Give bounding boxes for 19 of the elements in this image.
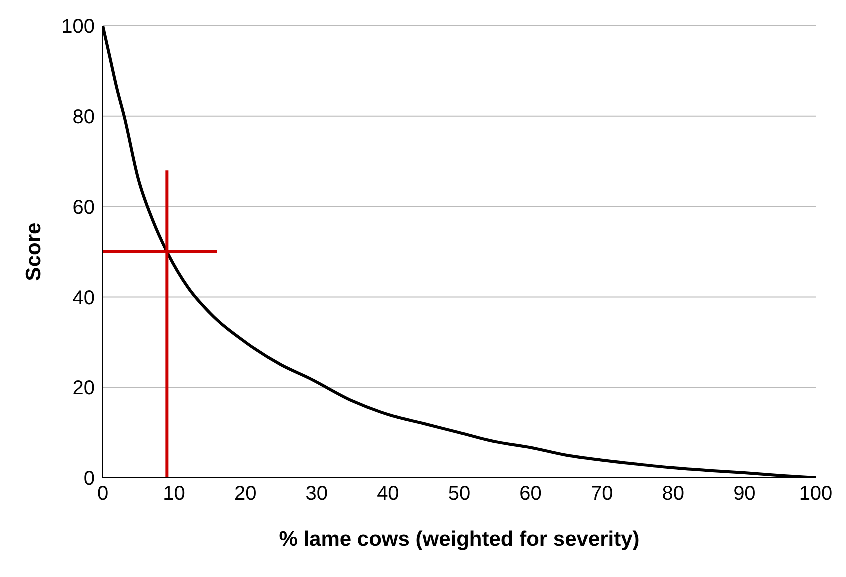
y-tick-label: 40 — [72, 287, 95, 310]
x-tick-label: 70 — [590, 483, 614, 506]
y-tick-label: 0 — [84, 468, 95, 490]
x-tick-label: 30 — [306, 483, 328, 506]
y-tick-label: 80 — [72, 106, 95, 128]
x-tick-label: 0 — [97, 483, 109, 506]
y-tick-label: 20 — [72, 378, 95, 400]
x-tick-label: 100 — [799, 483, 833, 506]
x-tick-label: 10 — [163, 483, 186, 506]
y-axis-title: Score — [22, 222, 46, 282]
y-tick-label: 100 — [62, 16, 95, 38]
x-tick-label: 40 — [377, 483, 400, 506]
x-tick-label: 50 — [448, 483, 471, 506]
x-tick-label: 80 — [662, 483, 685, 506]
x-tick-label: 90 — [734, 483, 756, 506]
x-tick-label: 20 — [234, 483, 257, 506]
y-tick-label: 60 — [72, 196, 95, 219]
x-axis-title: % lame cows (weighted for severity) — [279, 528, 640, 551]
x-tick-label: 60 — [520, 483, 542, 506]
